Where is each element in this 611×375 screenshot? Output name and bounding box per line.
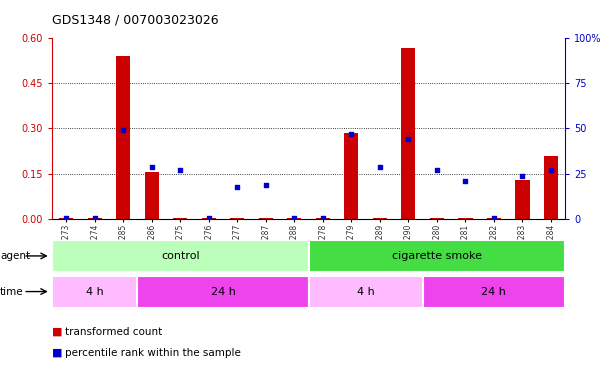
Point [119,127,128,133]
Point [346,131,356,137]
Point [318,214,327,220]
Point [175,167,185,173]
Bar [230,218,244,219]
Bar [309,240,565,272]
Point [61,214,71,220]
Text: 4 h: 4 h [357,286,375,297]
Text: agent: agent [0,251,30,261]
Text: GDS1348 / 007003023026: GDS1348 / 007003023026 [52,13,219,26]
Point [204,214,214,220]
Text: ■: ■ [52,327,62,337]
Point [546,167,556,173]
Point [90,214,100,220]
Bar [458,218,472,219]
Point [461,178,470,184]
Bar [401,48,415,219]
Text: percentile rank within the sample: percentile rank within the sample [65,348,241,357]
Text: 24 h: 24 h [211,286,235,297]
Point [147,164,156,170]
Text: cigarette smoke: cigarette smoke [392,251,482,261]
Bar [116,56,130,219]
Point [403,136,413,142]
Bar [59,218,73,219]
Bar [87,218,102,219]
Bar [309,276,423,308]
Bar [137,276,309,308]
Bar [287,218,301,219]
Bar [173,218,188,219]
Bar [423,276,565,308]
Text: 24 h: 24 h [481,286,507,297]
Point [232,184,242,190]
Text: control: control [161,251,200,261]
Text: time: time [0,286,24,297]
Bar [373,218,387,219]
Bar [430,218,444,219]
Point [261,182,271,188]
Bar [316,218,330,219]
Point [489,214,499,220]
Bar [258,218,273,219]
Bar [202,218,216,219]
Bar [487,218,501,219]
Text: transformed count: transformed count [65,327,163,337]
Point [290,214,299,220]
Bar [344,133,359,219]
Point [432,167,442,173]
Bar [52,240,309,272]
Bar [515,180,530,219]
Bar [145,172,159,219]
Bar [544,156,558,219]
Point [375,164,385,170]
Bar [52,276,137,308]
Point [518,173,527,179]
Text: ■: ■ [52,348,62,357]
Text: 4 h: 4 h [86,286,104,297]
